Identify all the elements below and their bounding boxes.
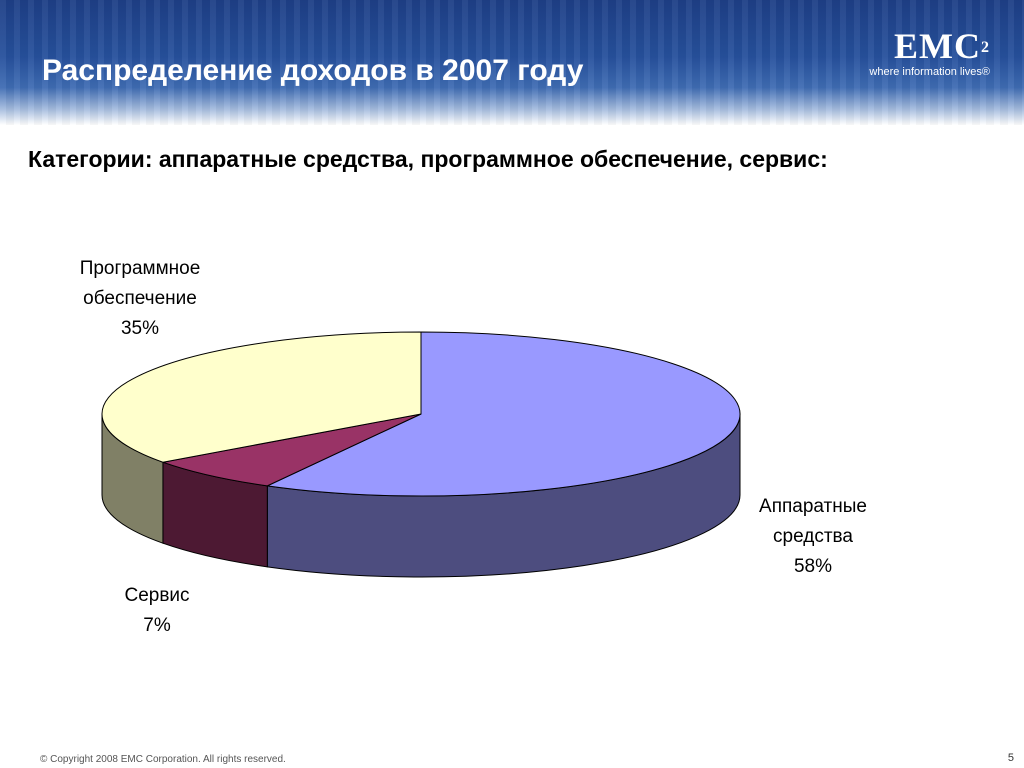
logo-superscript: 2 [981, 39, 990, 56]
pie-label-1-line-1: Аппаратные [759, 496, 867, 517]
pie-label-2: Сервис 7% [124, 585, 189, 636]
logo-tagline: where information lives® [869, 66, 990, 78]
pie-labels: Аппаратные средства 58% Сервис 7% Программное… [80, 258, 867, 636]
pie-label-2-line-1: Сервис [124, 585, 189, 606]
slide-title: Распределение доходов в 2007 году [42, 54, 584, 87]
header-texture [0, 0, 1024, 125]
pie-label-3-line-3: 35% [121, 318, 159, 339]
slide-subtitle: Категории: аппаратные средства, программ… [28, 146, 828, 172]
header-banner: Распределение доходов в 2007 году EMC2 w… [0, 0, 1024, 125]
pie-label-2-line-2: 7% [143, 615, 171, 636]
pie-label-3-line-2: обеспечение [83, 288, 197, 309]
pie-label-3: Программное обеспечение 35% [80, 258, 201, 339]
logo-wordmark: EMC2 [850, 26, 990, 66]
pie-label-1: Аппаратные средства 58% [759, 496, 867, 577]
emc-logo: EMC2 where information lives® [850, 26, 990, 84]
pie-label-1-line-3: 58% [794, 556, 832, 577]
pie-slice-3-top [101, 331, 422, 463]
pie-slice-1-top [265, 331, 741, 497]
copyright-text: © Copyright 2008 EMC Corporation. All ri… [40, 754, 286, 764]
pie-label-3-line-1: Программное [80, 258, 201, 279]
pie-tops [101, 331, 741, 497]
pie-label-1-line-2: средства [773, 526, 853, 547]
pie-slice-2-top [160, 413, 422, 487]
logo-text: EMC [894, 26, 981, 66]
page-number: 5 [1007, 752, 1014, 764]
